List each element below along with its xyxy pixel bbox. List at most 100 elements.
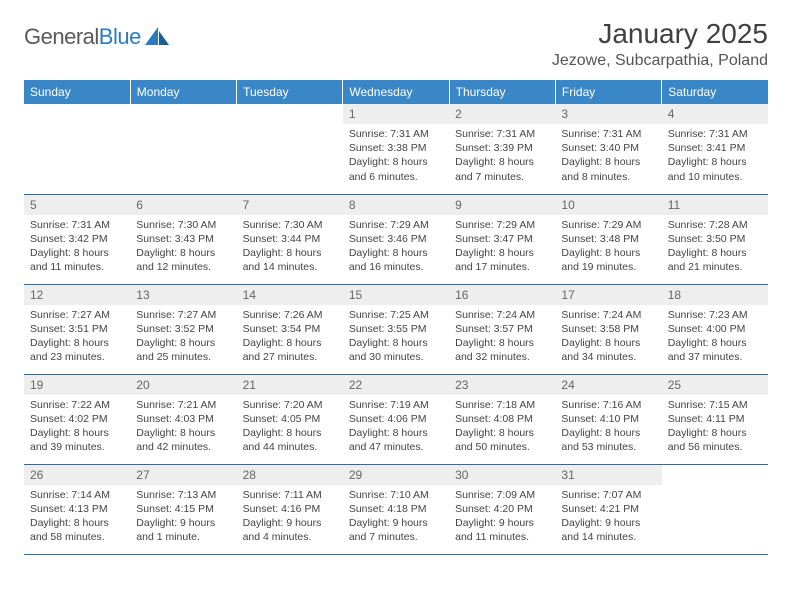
day-number: 30 (449, 465, 555, 485)
day-info: Sunrise: 7:11 AMSunset: 4:16 PMDaylight:… (237, 485, 343, 549)
calendar-cell: 11Sunrise: 7:28 AMSunset: 3:50 PMDayligh… (662, 194, 768, 284)
calendar-row: 19Sunrise: 7:22 AMSunset: 4:02 PMDayligh… (24, 374, 768, 464)
day-info: Sunrise: 7:20 AMSunset: 4:05 PMDaylight:… (237, 395, 343, 459)
day-info: Sunrise: 7:25 AMSunset: 3:55 PMDaylight:… (343, 305, 449, 369)
day-number: 23 (449, 375, 555, 395)
calendar-cell: 12Sunrise: 7:27 AMSunset: 3:51 PMDayligh… (24, 284, 130, 374)
weekday-header-row: Sunday Monday Tuesday Wednesday Thursday… (24, 80, 768, 104)
day-info: Sunrise: 7:23 AMSunset: 4:00 PMDaylight:… (662, 305, 768, 369)
calendar-cell (237, 104, 343, 194)
day-info: Sunrise: 7:15 AMSunset: 4:11 PMDaylight:… (662, 395, 768, 459)
day-number: 18 (662, 285, 768, 305)
calendar-cell: 3Sunrise: 7:31 AMSunset: 3:40 PMDaylight… (555, 104, 661, 194)
day-number: 8 (343, 195, 449, 215)
calendar-cell: 14Sunrise: 7:26 AMSunset: 3:54 PMDayligh… (237, 284, 343, 374)
calendar-cell: 15Sunrise: 7:25 AMSunset: 3:55 PMDayligh… (343, 284, 449, 374)
day-info: Sunrise: 7:30 AMSunset: 3:44 PMDaylight:… (237, 215, 343, 279)
day-info: Sunrise: 7:29 AMSunset: 3:47 PMDaylight:… (449, 215, 555, 279)
month-title: January 2025 (552, 18, 768, 50)
calendar-cell: 6Sunrise: 7:30 AMSunset: 3:43 PMDaylight… (130, 194, 236, 284)
day-number: 26 (24, 465, 130, 485)
weekday-header: Thursday (449, 80, 555, 104)
calendar-cell: 30Sunrise: 7:09 AMSunset: 4:20 PMDayligh… (449, 464, 555, 554)
calendar-cell: 13Sunrise: 7:27 AMSunset: 3:52 PMDayligh… (130, 284, 236, 374)
day-number: 29 (343, 465, 449, 485)
day-number: 22 (343, 375, 449, 395)
day-info: Sunrise: 7:14 AMSunset: 4:13 PMDaylight:… (24, 485, 130, 549)
calendar-cell: 2Sunrise: 7:31 AMSunset: 3:39 PMDaylight… (449, 104, 555, 194)
day-info: Sunrise: 7:27 AMSunset: 3:51 PMDaylight:… (24, 305, 130, 369)
day-info: Sunrise: 7:24 AMSunset: 3:57 PMDaylight:… (449, 305, 555, 369)
calendar-cell: 28Sunrise: 7:11 AMSunset: 4:16 PMDayligh… (237, 464, 343, 554)
day-number: 7 (237, 195, 343, 215)
calendar-row: 12Sunrise: 7:27 AMSunset: 3:51 PMDayligh… (24, 284, 768, 374)
day-number: 31 (555, 465, 661, 485)
day-info: Sunrise: 7:30 AMSunset: 3:43 PMDaylight:… (130, 215, 236, 279)
weekday-header: Sunday (24, 80, 130, 104)
calendar-body: 1Sunrise: 7:31 AMSunset: 3:38 PMDaylight… (24, 104, 768, 554)
day-number: 11 (662, 195, 768, 215)
day-number: 12 (24, 285, 130, 305)
day-number: 25 (662, 375, 768, 395)
weekday-header: Saturday (662, 80, 768, 104)
day-number: 24 (555, 375, 661, 395)
logo-part1: General (24, 24, 99, 49)
weekday-header: Tuesday (237, 80, 343, 104)
day-number: 6 (130, 195, 236, 215)
day-number: 17 (555, 285, 661, 305)
day-number: 4 (662, 104, 768, 124)
day-info: Sunrise: 7:27 AMSunset: 3:52 PMDaylight:… (130, 305, 236, 369)
logo: GeneralBlue (24, 24, 171, 50)
calendar-cell: 31Sunrise: 7:07 AMSunset: 4:21 PMDayligh… (555, 464, 661, 554)
day-number: 16 (449, 285, 555, 305)
location: Jezowe, Subcarpathia, Poland (552, 52, 768, 70)
calendar-cell: 27Sunrise: 7:13 AMSunset: 4:15 PMDayligh… (130, 464, 236, 554)
day-info: Sunrise: 7:13 AMSunset: 4:15 PMDaylight:… (130, 485, 236, 549)
day-info: Sunrise: 7:09 AMSunset: 4:20 PMDaylight:… (449, 485, 555, 549)
day-number: 1 (343, 104, 449, 124)
calendar-row: 26Sunrise: 7:14 AMSunset: 4:13 PMDayligh… (24, 464, 768, 554)
calendar-row: 5Sunrise: 7:31 AMSunset: 3:42 PMDaylight… (24, 194, 768, 284)
day-number: 20 (130, 375, 236, 395)
day-info: Sunrise: 7:31 AMSunset: 3:40 PMDaylight:… (555, 124, 661, 188)
header: GeneralBlue January 2025 Jezowe, Subcarp… (24, 18, 768, 70)
day-number: 15 (343, 285, 449, 305)
calendar-cell: 5Sunrise: 7:31 AMSunset: 3:42 PMDaylight… (24, 194, 130, 284)
day-number: 28 (237, 465, 343, 485)
logo-text: GeneralBlue (24, 24, 141, 50)
calendar-cell: 21Sunrise: 7:20 AMSunset: 4:05 PMDayligh… (237, 374, 343, 464)
day-number: 5 (24, 195, 130, 215)
logo-sail-icon (145, 27, 171, 47)
calendar-cell: 18Sunrise: 7:23 AMSunset: 4:00 PMDayligh… (662, 284, 768, 374)
calendar-cell: 1Sunrise: 7:31 AMSunset: 3:38 PMDaylight… (343, 104, 449, 194)
day-number: 21 (237, 375, 343, 395)
day-info: Sunrise: 7:18 AMSunset: 4:08 PMDaylight:… (449, 395, 555, 459)
calendar-cell: 17Sunrise: 7:24 AMSunset: 3:58 PMDayligh… (555, 284, 661, 374)
day-info: Sunrise: 7:29 AMSunset: 3:46 PMDaylight:… (343, 215, 449, 279)
calendar-cell: 8Sunrise: 7:29 AMSunset: 3:46 PMDaylight… (343, 194, 449, 284)
calendar-cell: 20Sunrise: 7:21 AMSunset: 4:03 PMDayligh… (130, 374, 236, 464)
calendar-cell: 25Sunrise: 7:15 AMSunset: 4:11 PMDayligh… (662, 374, 768, 464)
calendar-cell: 4Sunrise: 7:31 AMSunset: 3:41 PMDaylight… (662, 104, 768, 194)
calendar-cell: 23Sunrise: 7:18 AMSunset: 4:08 PMDayligh… (449, 374, 555, 464)
logo-part2: Blue (99, 24, 141, 49)
day-info: Sunrise: 7:28 AMSunset: 3:50 PMDaylight:… (662, 215, 768, 279)
day-info: Sunrise: 7:16 AMSunset: 4:10 PMDaylight:… (555, 395, 661, 459)
calendar-cell: 7Sunrise: 7:30 AMSunset: 3:44 PMDaylight… (237, 194, 343, 284)
day-info: Sunrise: 7:26 AMSunset: 3:54 PMDaylight:… (237, 305, 343, 369)
calendar-cell (130, 104, 236, 194)
calendar-cell (662, 464, 768, 554)
weekday-header: Monday (130, 80, 236, 104)
day-info: Sunrise: 7:31 AMSunset: 3:42 PMDaylight:… (24, 215, 130, 279)
weekday-header: Friday (555, 80, 661, 104)
day-number: 27 (130, 465, 236, 485)
day-number: 2 (449, 104, 555, 124)
calendar-cell: 10Sunrise: 7:29 AMSunset: 3:48 PMDayligh… (555, 194, 661, 284)
calendar-row: 1Sunrise: 7:31 AMSunset: 3:38 PMDaylight… (24, 104, 768, 194)
calendar-cell: 24Sunrise: 7:16 AMSunset: 4:10 PMDayligh… (555, 374, 661, 464)
day-info: Sunrise: 7:22 AMSunset: 4:02 PMDaylight:… (24, 395, 130, 459)
day-info: Sunrise: 7:31 AMSunset: 3:41 PMDaylight:… (662, 124, 768, 188)
day-info: Sunrise: 7:31 AMSunset: 3:39 PMDaylight:… (449, 124, 555, 188)
day-number: 19 (24, 375, 130, 395)
calendar-cell: 16Sunrise: 7:24 AMSunset: 3:57 PMDayligh… (449, 284, 555, 374)
